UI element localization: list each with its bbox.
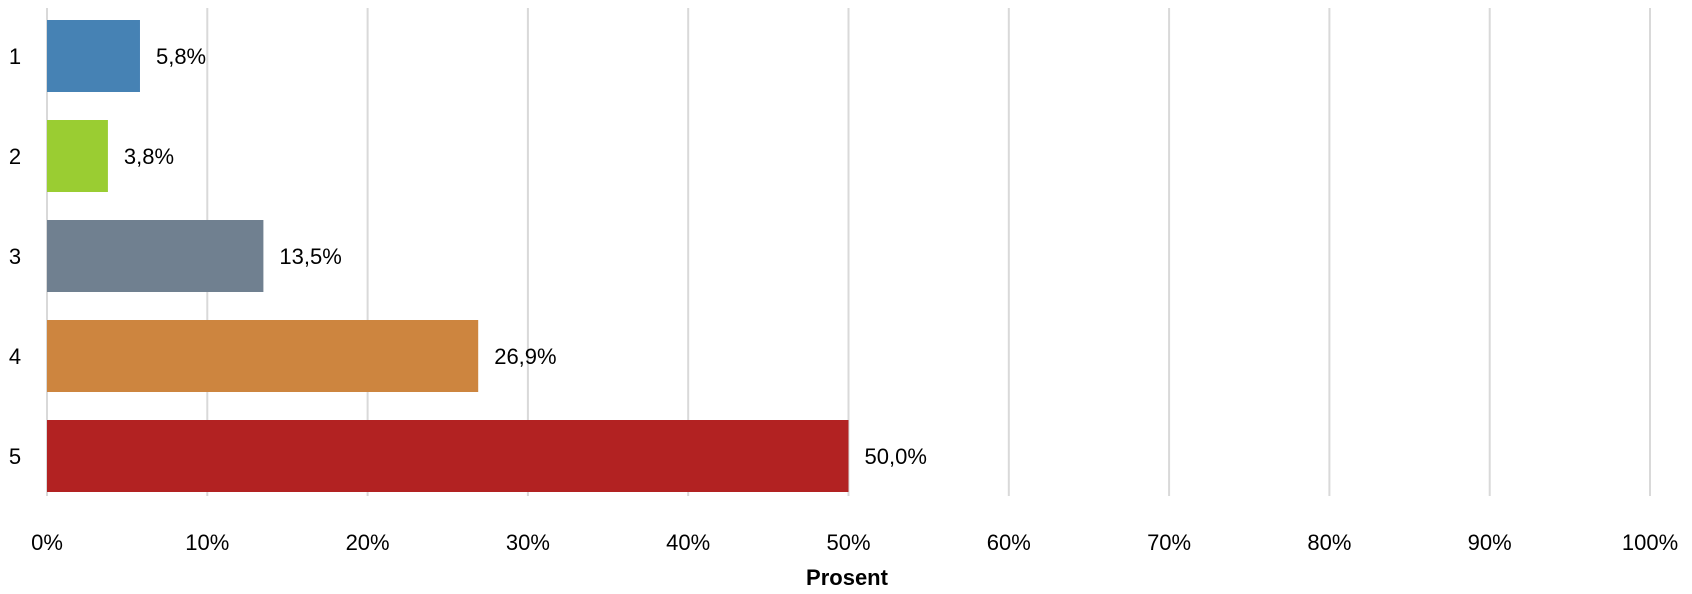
x-tick-label: 10% [185,530,229,555]
x-tick-label: 100% [1622,530,1678,555]
x-tick-label: 20% [346,530,390,555]
bar-1 [47,20,140,92]
bars [47,20,849,492]
category-label-5: 5 [9,444,21,469]
x-tick-label: 30% [506,530,550,555]
x-tick-label: 80% [1307,530,1351,555]
x-axis-title: Prosent [806,565,889,590]
x-tick-label: 60% [987,530,1031,555]
x-tick-label: 40% [666,530,710,555]
category-label-4: 4 [9,344,21,369]
value-labels: 5,8% 3,8% 13,5% 26,9% 50,0% [124,44,927,469]
data-label-5: 50,0% [865,444,927,469]
x-tick-label: 90% [1468,530,1512,555]
x-tick-label: 0% [31,530,63,555]
x-tick-labels: 0% 10% 20% 30% 40% 50% 60% 70% 80% 90% 100% [31,530,1678,555]
x-tick-label: 70% [1147,530,1191,555]
category-label-1: 1 [9,44,21,69]
category-label-2: 2 [9,144,21,169]
category-labels: 1 2 3 4 5 [9,44,21,469]
bar-5 [47,420,849,492]
bar-3 [47,220,264,292]
bar-2 [47,120,108,192]
category-label-3: 3 [9,244,21,269]
x-tick-label: 50% [826,530,870,555]
bar-4 [47,320,479,392]
data-label-2: 3,8% [124,144,174,169]
data-label-4: 26,9% [494,344,556,369]
data-label-1: 5,8% [156,44,206,69]
gridlines [46,8,1651,496]
data-label-3: 13,5% [279,244,341,269]
